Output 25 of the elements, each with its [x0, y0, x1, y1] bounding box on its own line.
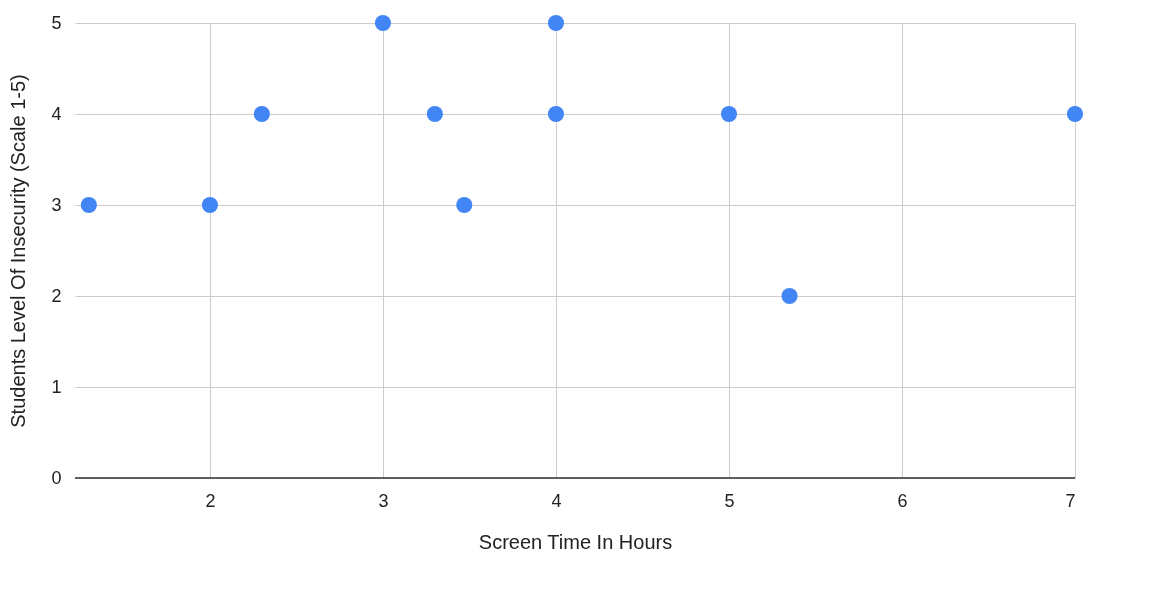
point: [720, 105, 738, 123]
point: [1066, 105, 1084, 123]
point: [201, 196, 219, 214]
point: [253, 105, 270, 123]
x-tick-label: 2: [205, 490, 216, 511]
y-axis-title: Students Level Of Insecurity (Scale 1-5): [7, 74, 30, 428]
point: [781, 287, 798, 305]
x-tick-label: 6: [897, 490, 908, 511]
point: [374, 14, 392, 32]
y-tick-label: 1: [51, 376, 62, 397]
y-tick-label: 5: [51, 12, 62, 33]
point: [547, 14, 565, 32]
x-tick-label: 4: [551, 490, 562, 511]
y-tick-label: 2: [51, 285, 62, 306]
point: [547, 105, 565, 123]
point: [456, 196, 473, 214]
y-tick-label: 4: [51, 103, 62, 124]
x-tick-label: 5: [724, 490, 735, 511]
point: [426, 105, 443, 123]
x-tick-label: 7: [1065, 490, 1076, 511]
y-tick-label: 0: [51, 467, 62, 488]
y-tick-label: 3: [51, 194, 62, 215]
x-tick-label: 3: [378, 490, 389, 511]
x-axis-title: Screen Time In Hours: [478, 530, 673, 553]
point: [80, 196, 97, 214]
